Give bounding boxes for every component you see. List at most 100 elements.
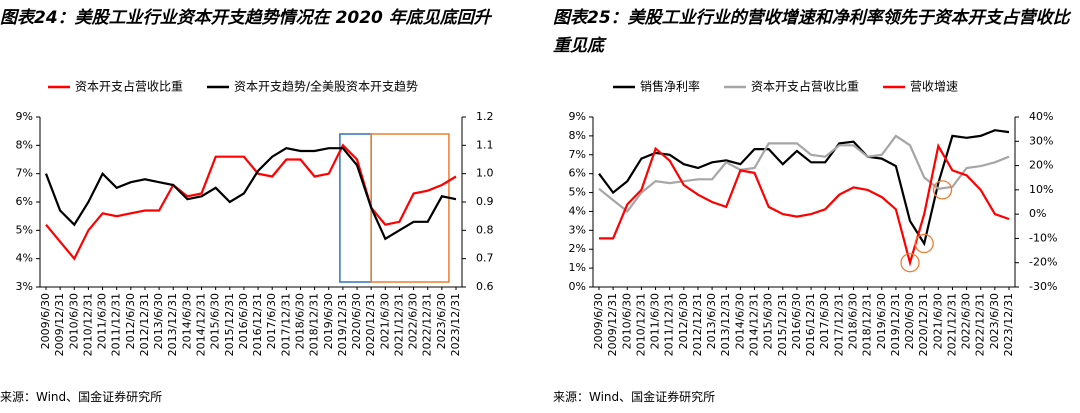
y2-tick-label: 0% bbox=[1029, 207, 1046, 220]
x-tick-label: 2017/6/30 bbox=[265, 293, 278, 349]
x-tick-label: 2021/6/30 bbox=[378, 293, 391, 349]
source: 来源：Wind、国金证券研究所 bbox=[553, 390, 716, 404]
y-tick-label: 1% bbox=[569, 261, 586, 274]
x-tick-label: 2015/6/30 bbox=[209, 293, 222, 349]
x-tick-label: 2017/12/31 bbox=[832, 293, 845, 356]
x-tick-label: 2016/6/30 bbox=[790, 293, 803, 349]
legend-label: 营收增速 bbox=[910, 80, 958, 94]
highlight-box bbox=[370, 133, 450, 283]
x-tick-label: 2022/6/30 bbox=[407, 293, 420, 349]
x-tick-label: 2019/6/30 bbox=[322, 293, 335, 349]
x-tick-label: 2017/6/30 bbox=[818, 293, 831, 349]
x-tick-label: 2023/6/30 bbox=[988, 293, 1001, 349]
x-tick-label: 2011/6/30 bbox=[649, 293, 662, 349]
x-tick-label: 2011/6/30 bbox=[96, 293, 109, 349]
legend-label: 资本开支占营收比重 bbox=[75, 79, 183, 94]
y2-tick-label: 1.0 bbox=[476, 167, 494, 180]
chart: 3% 4% 5% 6% 7% 8% 9% 0.6 0.7 0.8 0.9 1.0 1.1 1.2 2009/… bbox=[16, 79, 494, 357]
x-tick-label: 2016/12/31 bbox=[251, 293, 264, 356]
y2-tick-label: 0.7 bbox=[476, 252, 494, 265]
source: 来源：Wind、国金证券研究所 bbox=[0, 390, 163, 404]
x-tick-label: 2013/6/30 bbox=[152, 293, 165, 349]
y2-tick-label: -20% bbox=[1029, 256, 1057, 269]
x-tick-label: 2010/12/31 bbox=[634, 293, 647, 356]
x-tick-label: 2013/6/30 bbox=[705, 293, 718, 349]
x-tick-label: 2011/12/31 bbox=[663, 293, 676, 356]
y2-tick-label: 1.1 bbox=[476, 138, 494, 151]
x-tick-label: 2019/12/31 bbox=[889, 293, 902, 356]
x-tick-label: 2017/12/31 bbox=[279, 293, 292, 356]
y-tick-label: 3% bbox=[16, 280, 33, 293]
legend-label: 销售净利率 bbox=[640, 79, 700, 94]
y2-tick-label: 10% bbox=[1029, 183, 1053, 196]
x-tick-label: 2020/12/31 bbox=[917, 293, 930, 356]
x-tick-label: 2014/6/30 bbox=[180, 293, 193, 349]
x-tick-label: 2023/12/31 bbox=[1002, 293, 1015, 356]
y-tick-label: 6% bbox=[569, 167, 586, 180]
series-line bbox=[598, 134, 1010, 213]
y-tick-label: 8% bbox=[16, 138, 33, 151]
y-tick-label: 6% bbox=[16, 195, 33, 208]
y2-tick-label: 0.8 bbox=[476, 223, 494, 236]
y2-tick-label: 0.9 bbox=[476, 195, 494, 208]
y-tick-label: 5% bbox=[569, 186, 586, 199]
x-tick-label: 2014/6/30 bbox=[733, 293, 746, 349]
y-tick-label: 5% bbox=[16, 223, 33, 236]
y-tick-label: 7% bbox=[569, 148, 586, 161]
y-tick-label: 3% bbox=[569, 223, 586, 236]
x-tick-label: 2009/6/30 bbox=[39, 293, 52, 349]
x-tick-label: 2021/6/30 bbox=[931, 293, 944, 349]
series-line bbox=[598, 129, 1010, 247]
legend-label: 资本开支占营收比重 bbox=[751, 79, 859, 94]
x-tick-label: 2016/12/31 bbox=[804, 293, 817, 356]
x-tick-label: 2012/12/31 bbox=[138, 293, 151, 356]
x-tick-label: 2013/12/31 bbox=[719, 293, 732, 356]
x-tick-label: 2012/6/30 bbox=[124, 293, 137, 349]
x-tick-label: 2021/12/31 bbox=[392, 293, 405, 356]
y2-tick-label: -10% bbox=[1029, 231, 1057, 244]
x-tick-label: 2009/12/31 bbox=[53, 293, 66, 356]
x-tick-label: 2009/12/31 bbox=[606, 293, 619, 356]
y2-tick-label: 40% bbox=[1029, 110, 1053, 123]
y-tick-label: 4% bbox=[569, 204, 586, 217]
chart-title: 图表24：美股工业行业资本开支趋势情况在 2020 年底见底回升 bbox=[0, 8, 491, 28]
x-tick-label: 2023/12/31 bbox=[449, 293, 462, 356]
x-tick-label: 2010/12/31 bbox=[81, 293, 94, 356]
series-line bbox=[44, 147, 457, 241]
y2-tick-label: 0.6 bbox=[476, 280, 494, 293]
x-tick-label: 2013/12/31 bbox=[166, 293, 179, 356]
x-tick-label: 2014/12/31 bbox=[748, 293, 761, 356]
x-tick-label: 2019/12/31 bbox=[336, 293, 349, 356]
series-line bbox=[599, 143, 1010, 267]
x-tick-label: 2018/12/31 bbox=[308, 293, 321, 356]
x-tick-label: 2022/12/31 bbox=[421, 293, 434, 356]
x-tick-label: 2010/6/30 bbox=[67, 293, 80, 349]
highlight-circle bbox=[900, 253, 920, 273]
x-tick-label: 2015/6/30 bbox=[762, 293, 775, 349]
highlight-circle bbox=[932, 180, 953, 200]
x-tick-label: 2018/6/30 bbox=[293, 293, 306, 349]
x-tick-label: 2021/12/31 bbox=[945, 293, 958, 356]
y-tick-label: 4% bbox=[16, 252, 33, 265]
y-tick-label: 9% bbox=[16, 110, 33, 123]
x-tick-label: 2019/6/30 bbox=[875, 293, 888, 349]
x-tick-label: 2020/12/31 bbox=[364, 293, 377, 356]
y-tick-label: 0% bbox=[569, 280, 586, 293]
x-tick-label: 2018/6/30 bbox=[846, 293, 859, 349]
y-tick-label: 9% bbox=[569, 110, 586, 123]
x-tick-label: 2015/12/31 bbox=[776, 293, 789, 356]
series-line bbox=[45, 143, 457, 261]
panel: 3% 4% 5% 6% 7% 8% 9% 0.6 0.7 0.8 0.9 1.0 1.1 1.2 2009/… bbox=[0, 0, 527, 413]
x-tick-label: 2022/6/30 bbox=[960, 293, 973, 349]
y2-tick-label: -30% bbox=[1029, 280, 1057, 293]
y2-tick-label: 1.2 bbox=[476, 110, 494, 123]
x-tick-label: 2011/12/31 bbox=[110, 293, 123, 356]
x-tick-label: 2020/6/30 bbox=[350, 293, 363, 349]
y-tick-label: 7% bbox=[16, 167, 33, 180]
x-tick-label: 2009/6/30 bbox=[592, 293, 605, 349]
y2-tick-label: 20% bbox=[1029, 159, 1053, 172]
chart-title: 图表25：美股工业行业的营收增速和净利率领先于资本开支占营收比重见底 bbox=[553, 8, 1070, 56]
y-tick-label: 8% bbox=[569, 129, 586, 142]
highlight-circle bbox=[914, 233, 934, 254]
